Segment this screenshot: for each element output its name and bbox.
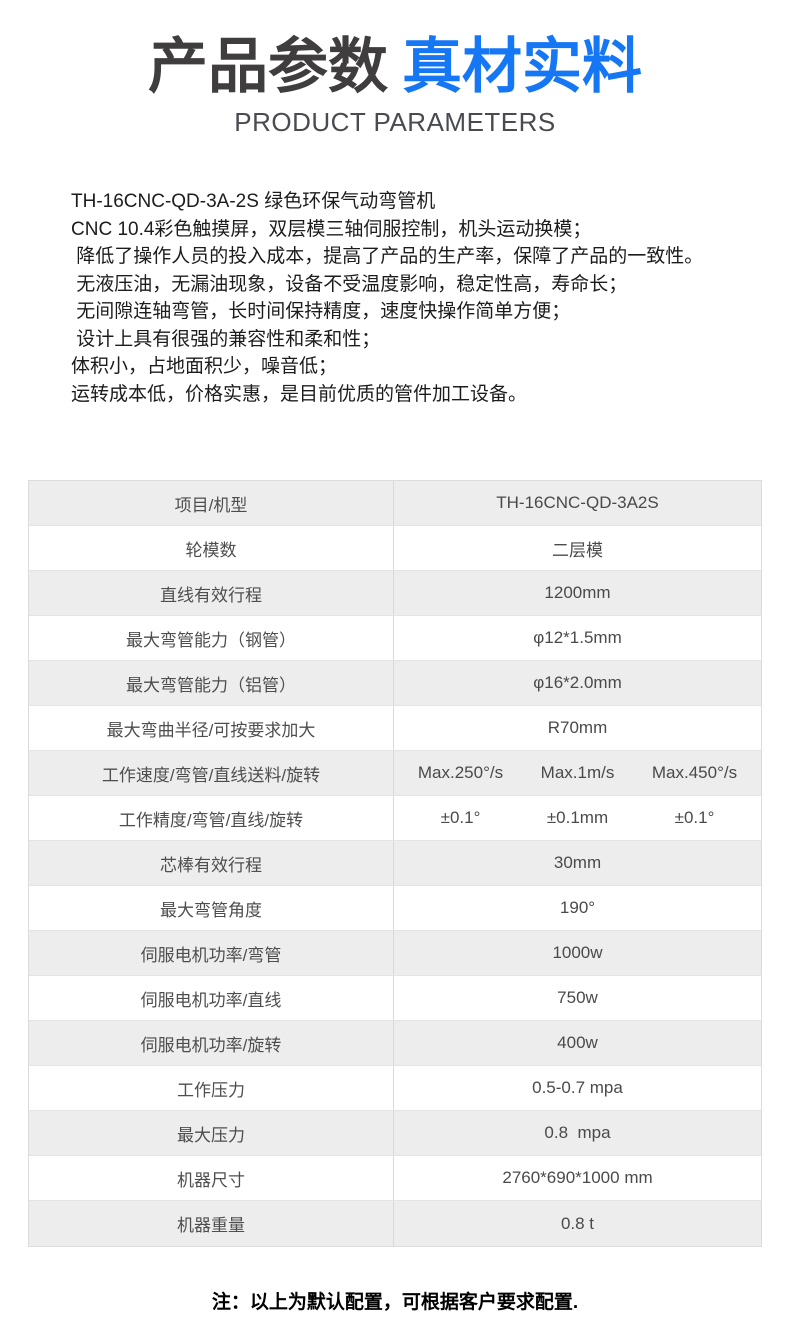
row-value: 1200mm [544, 583, 611, 602]
row-label: 最大压力 [29, 1111, 394, 1155]
spec-table: 项目/机型 TH-16CNC-QD-3A2S 轮模数 二层模 直线有效行程 12… [28, 480, 762, 1247]
table-row: 工作压力 0.5-0.7 mpa [29, 1066, 761, 1111]
row-value: ±0.1° [440, 808, 481, 827]
row-label: 工作压力 [29, 1066, 394, 1110]
description-line: TH-16CNC-QD-3A-2S 绿色环保气动弯管机 [71, 191, 436, 212]
row-value: Max.1m/s [540, 763, 615, 782]
row-value: 190° [559, 898, 596, 917]
description-line: 无间隙连轴弯管，长时间保持精度，速度快操作简单方便； [71, 301, 571, 322]
table-row: 轮模数 二层模 [29, 526, 761, 571]
row-value: 0.8 mpa [544, 1123, 611, 1142]
header: 产品参数 真材实料 PRODUCT PARAMETERS [0, 0, 790, 138]
row-value: 400w [557, 1033, 598, 1052]
row-label: 机器重量 [29, 1201, 394, 1246]
row-label: 机器尺寸 [29, 1156, 394, 1200]
table-row: 工作精度/弯管/直线/旋转 ±0.1° ±0.1mm ±0.1° [29, 796, 761, 841]
table-row: 伺服电机功率/直线 750w [29, 976, 761, 1021]
page-title-dark: 产品参数 [148, 33, 388, 100]
row-value: ±0.1mm [546, 808, 609, 827]
row-label: 伺服电机功率/直线 [29, 976, 394, 1020]
page-subtitle: PRODUCT PARAMETERS [234, 107, 556, 137]
row-value: 二层模 [552, 540, 603, 560]
table-row: 伺服电机功率/旋转 400w [29, 1021, 761, 1066]
table-row: 直线有效行程 1200mm [29, 571, 761, 616]
table-row: 最大弯曲半径/可按要求加大 R70mm [29, 706, 761, 751]
table-row: 最大压力 0.8 mpa [29, 1111, 761, 1156]
row-value: 2760*690*1000 mm [502, 1168, 653, 1187]
row-value: φ16*2.0mm [533, 673, 622, 692]
row-value-group: Max.250°/s Max.1m/s Max.450°/s [394, 751, 761, 795]
row-value: 0.8 t [560, 1213, 595, 1233]
row-label: 芯棒有效行程 [29, 841, 394, 885]
row-value: 0.5-0.7 mpa [532, 1078, 623, 1097]
table-row: 机器尺寸 2760*690*1000 mm [29, 1156, 761, 1201]
product-description: TH-16CNC-QD-3A-2S 绿色环保气动弯管机 CNC 10.4彩色触摸… [71, 188, 750, 408]
row-label: 伺服电机功率/旋转 [29, 1021, 394, 1065]
table-row: 最大弯管能力（钢管） φ12*1.5mm [29, 616, 761, 661]
row-label: 项目/机型 [29, 481, 394, 525]
table-row: 项目/机型 TH-16CNC-QD-3A2S [29, 481, 761, 526]
row-value: Max.250°/s [417, 763, 504, 782]
footer-note: 注：以上为默认配置，可根据客户要求配置. [211, 1292, 579, 1313]
row-value: R70mm [547, 718, 608, 737]
row-value: 750w [557, 988, 598, 1007]
row-value: 1000w [552, 943, 603, 962]
table-row: 芯棒有效行程 30mm [29, 841, 761, 886]
row-label: 轮模数 [29, 526, 394, 570]
row-label: 工作速度/弯管/直线送料/旋转 [29, 751, 394, 795]
table-row: 最大弯管能力（铝管） φ16*2.0mm [29, 661, 761, 706]
table-row: 最大弯管角度 190° [29, 886, 761, 931]
table-row: 伺服电机功率/弯管 1000w [29, 931, 761, 976]
description-line: 设计上具有很强的兼容性和柔和性； [71, 328, 381, 350]
description-line: 体积小，占地面积少，噪音低； [71, 356, 338, 377]
row-label: 工作精度/弯管/直线/旋转 [29, 796, 394, 840]
row-label: 最大弯管能力（铝管） [29, 661, 394, 705]
description-line: 运转成本低，价格实惠，是目前优质的管件加工设备。 [71, 383, 528, 405]
row-label: 直线有效行程 [29, 571, 394, 615]
row-value: φ12*1.5mm [533, 628, 622, 647]
row-value-group: ±0.1° ±0.1mm ±0.1° [394, 796, 761, 840]
row-value: Max.450°/s [651, 763, 738, 782]
description-line: 降低了操作人员的投入成本，提高了产品的生产率，保障了产品的一致性。 [71, 246, 704, 267]
row-label: 最大弯管能力（钢管） [29, 616, 394, 660]
page-title-accent: 真材实料 [402, 33, 642, 100]
row-label: 最大弯管角度 [29, 886, 394, 930]
row-value: TH-16CNC-QD-3A2S [496, 493, 659, 512]
row-label: 伺服电机功率/弯管 [29, 931, 394, 975]
row-value: 30mm [553, 853, 602, 872]
page-title: 产品参数 真材实料 [0, 30, 790, 104]
table-row: 机器重量 0.8 t [29, 1201, 761, 1246]
description-line: CNC 10.4彩色触摸屏，双层模三轴伺服控制，机头运动换模； [71, 218, 592, 240]
description-line: 无液压油，无漏油现象，设备不受温度影响，稳定性高，寿命长； [71, 273, 628, 295]
table-row: 工作速度/弯管/直线送料/旋转 Max.250°/s Max.1m/s Max.… [29, 751, 761, 796]
row-label: 最大弯曲半径/可按要求加大 [29, 706, 394, 750]
row-value: ±0.1° [674, 808, 715, 827]
